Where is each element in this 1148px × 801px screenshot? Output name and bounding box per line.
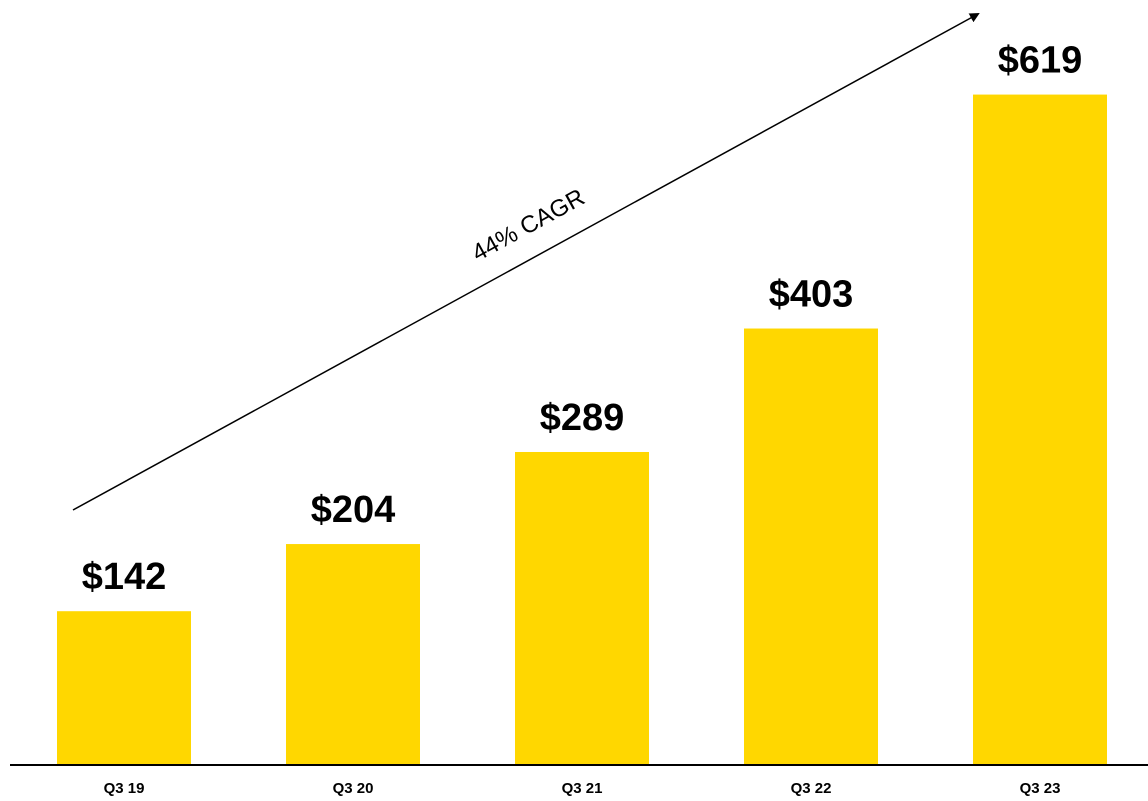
bar-value-label: $204 — [311, 489, 396, 531]
bar-q3-23 — [973, 94, 1107, 766]
x-tick-label: Q3 20 — [333, 780, 374, 797]
bar-value-label: $289 — [540, 397, 625, 439]
bar-value-label: $619 — [998, 40, 1083, 82]
x-tick-label: Q3 23 — [1020, 780, 1061, 797]
x-tick-label: Q3 22 — [791, 780, 832, 797]
cagr-arrow — [72, 13, 980, 511]
bar-value-label: $403 — [769, 274, 854, 316]
x-tick-label: Q3 21 — [562, 780, 603, 797]
bar-q3-20 — [286, 544, 420, 765]
bar-q3-21 — [515, 451, 649, 765]
bars-group — [57, 94, 1107, 766]
cagr-label: 44% CAGR — [468, 184, 590, 267]
x-tick-labels-group: Q3 19 Q3 20 Q3 21 Q3 22 Q3 23 — [104, 780, 1061, 797]
bar-q3-19 — [57, 611, 191, 765]
bar-value-label: $142 — [82, 556, 167, 598]
x-tick-label: Q3 19 — [104, 780, 145, 797]
value-labels-group: $142 $204 $289 $403 $619 — [82, 40, 1083, 599]
bar-q3-22 — [744, 328, 878, 765]
